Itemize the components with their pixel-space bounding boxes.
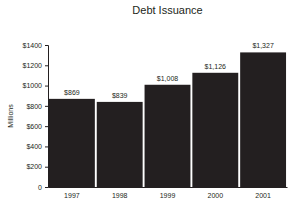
x-tick-label: 2000 [208, 192, 224, 199]
y-tick-mark [45, 187, 48, 188]
y-tick: $1200 [23, 62, 48, 69]
y-tick-mark [45, 65, 48, 66]
y-tick-label: $1200 [23, 62, 43, 69]
x-tick-label: 1997 [64, 192, 80, 199]
x-axis-line [49, 187, 288, 188]
data-label: $839 [112, 92, 128, 99]
data-label: $1,327 [252, 42, 274, 49]
title: Debt Issuance [132, 4, 202, 16]
y-axis: 0 $200 $400 $600 $800 $1000 $1200 $1400 [23, 42, 49, 191]
y-tick-mark [45, 126, 48, 127]
x-tick: 2001 [255, 192, 271, 199]
y-tick-label: $1000 [23, 82, 43, 89]
bar [97, 102, 143, 187]
y-tick-label: $1400 [23, 42, 43, 49]
y-tick-label: $200 [26, 163, 42, 170]
data-label: $1,126 [205, 63, 227, 70]
x-tick-label: 1999 [160, 192, 176, 199]
bar [49, 99, 95, 187]
x-tick: 2000 [208, 192, 224, 199]
data-labels: $869 $839 $1,008 $1,126 $1,327 [64, 42, 274, 98]
x-tick-label: 2001 [255, 192, 271, 199]
x-tick: 1997 [64, 192, 80, 199]
y-tick-label: 0 [38, 184, 42, 191]
y-tick-mark [45, 146, 48, 147]
y-tick: $200 [26, 163, 48, 170]
bars [49, 52, 286, 187]
y-tick-label: $800 [26, 103, 42, 110]
y-tick: $1000 [23, 82, 48, 89]
data-label: $1,008 [157, 75, 179, 82]
x-tick: 1998 [112, 192, 128, 199]
y-tick-label: $400 [26, 143, 42, 150]
y-tick: $400 [26, 143, 48, 150]
x-tick-label: 1998 [112, 192, 128, 199]
y-tick-mark [45, 86, 48, 87]
bar [240, 52, 286, 187]
y-tick-label: $600 [26, 123, 42, 130]
x-axis: 1997 1998 1999 2000 2001 [49, 188, 288, 199]
y-tick-mark [45, 106, 48, 107]
y-tick: $800 [26, 103, 48, 110]
data-label: $869 [64, 89, 80, 96]
bar [145, 85, 191, 187]
bar [192, 73, 238, 187]
x-tick: 1999 [160, 192, 176, 199]
y-axis-title: Millions [7, 104, 14, 128]
chart: Debt Issuance Millions 0 $200 $400 $600 $800 $1… [0, 0, 292, 208]
y-axis-line [45, 46, 49, 188]
y-tick-mark [45, 45, 48, 46]
y-tick: 0 [38, 184, 48, 191]
y-tick-mark [45, 167, 48, 168]
plot: 0 $200 $400 $600 $800 $1000 $1200 $1400 1997 1998… [23, 42, 288, 199]
y-tick: $600 [26, 123, 48, 130]
y-tick: $1400 [23, 42, 48, 49]
